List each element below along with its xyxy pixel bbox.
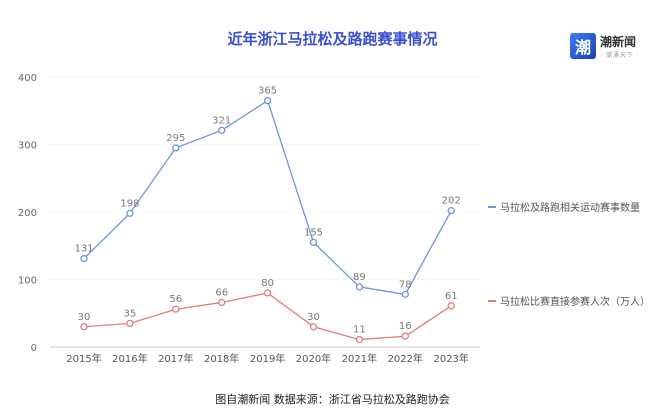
svg-text:78: 78: [399, 279, 412, 290]
svg-text:80: 80: [261, 278, 274, 289]
source-credit: 图自潮新闻 数据来源：浙江省马拉松及路跑协会: [215, 393, 450, 406]
svg-text:89: 89: [353, 272, 366, 283]
svg-text:200: 200: [18, 208, 37, 219]
svg-text:16: 16: [399, 321, 412, 332]
svg-text:131: 131: [74, 244, 93, 255]
svg-text:2023年: 2023年: [433, 352, 468, 365]
svg-text:321: 321: [212, 115, 231, 126]
legend-series-2: 马拉松比赛直接参赛人次（万人）: [488, 293, 650, 308]
svg-text:2020年: 2020年: [296, 352, 331, 365]
svg-text:2015年: 2015年: [66, 352, 101, 365]
svg-text:2022年: 2022年: [388, 352, 423, 365]
legend-series-1: 马拉松及路跑相关运动赛事数量: [488, 199, 640, 214]
svg-text:30: 30: [307, 312, 320, 323]
svg-text:0: 0: [31, 343, 37, 354]
svg-text:30: 30: [78, 312, 91, 323]
svg-text:2019年: 2019年: [250, 352, 285, 365]
svg-text:2021年: 2021年: [342, 352, 377, 365]
svg-text:61: 61: [445, 291, 458, 302]
legend-label: 马拉松及路跑相关运动赛事数量: [500, 203, 640, 214]
svg-text:198: 198: [120, 198, 139, 209]
svg-text:300: 300: [18, 141, 37, 152]
svg-text:295: 295: [166, 133, 185, 144]
svg-text:365: 365: [258, 86, 277, 97]
svg-text:56: 56: [169, 294, 182, 305]
svg-text:66: 66: [215, 287, 228, 298]
logo: 潮 潮新闻 · 潮涌天下 ·: [570, 33, 640, 59]
legend-label: 马拉松比赛直接参赛人次（万人）: [500, 297, 650, 308]
svg-text:11: 11: [353, 325, 366, 336]
logo-subtitle: · 潮涌天下 ·: [600, 52, 640, 59]
svg-text:35: 35: [124, 308, 137, 319]
logo-icon: 潮: [570, 33, 596, 59]
svg-text:2017年: 2017年: [158, 352, 193, 365]
svg-text:100: 100: [18, 276, 37, 287]
svg-text:2018年: 2018年: [204, 352, 239, 365]
svg-text:155: 155: [304, 227, 323, 238]
svg-text:202: 202: [442, 196, 461, 207]
svg-text:400: 400: [18, 73, 37, 84]
chart-title: 近年浙江马拉松及路跑赛事情况: [227, 30, 438, 48]
svg-text:2016年: 2016年: [112, 352, 147, 365]
logo-name: 潮新闻: [600, 35, 637, 49]
